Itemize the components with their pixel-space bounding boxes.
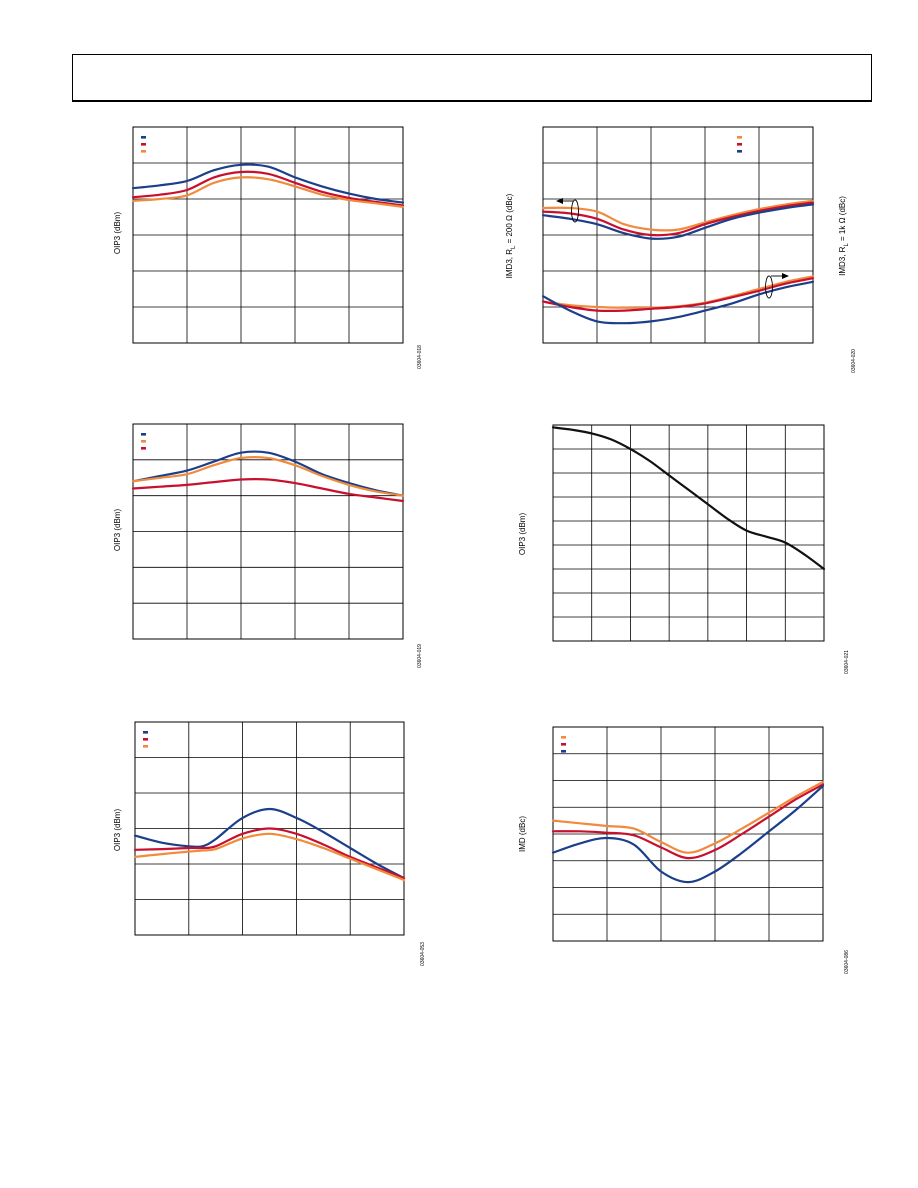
- legend-swatch-2: [737, 143, 742, 146]
- chart-oip3-middle-right: OIP3 (dBm) 03604-021: [518, 424, 850, 674]
- grid-lines: [552, 424, 825, 642]
- chart-imd3-top-right: IMD3, RL = 200 Ω (dBc) IMD3, RL = 1k Ω (…: [505, 126, 857, 373]
- series-line-1: [551, 426, 826, 571]
- legend-swatch-1: [737, 136, 742, 139]
- series-line-3: [131, 478, 405, 503]
- data-series-group: [551, 426, 826, 571]
- y-axis-label-left: IMD3, RL = 200 Ω (dBc): [505, 193, 517, 278]
- y-axis-label: OIP3 (dBm): [113, 212, 122, 255]
- y-axis-label: OIP3 (dBm): [113, 509, 122, 552]
- chart-oip3-middle-left: OIP3 (dBm) 03604-019: [113, 423, 423, 668]
- figure-code: 03604-021: [844, 650, 850, 674]
- series-line-1: [551, 780, 825, 854]
- legend-swatch-2: [141, 440, 146, 443]
- y-axis-label: IMD (dBc): [518, 816, 527, 852]
- figure-code: 03604-086: [844, 950, 850, 974]
- legend: [141, 136, 146, 153]
- series-line-3: [541, 203, 815, 240]
- legend-swatch-3: [561, 750, 566, 753]
- series-line-3: [551, 784, 825, 884]
- data-series-group: [133, 807, 406, 882]
- grid-lines: [542, 126, 814, 344]
- series-line-2: [133, 827, 406, 880]
- grid-lines: [552, 726, 824, 942]
- data-series-group: [551, 780, 825, 884]
- y-axis-label: OIP3 (dBm): [113, 809, 122, 852]
- grid-lines: [132, 423, 404, 640]
- figure-code: 03604-019: [417, 644, 423, 668]
- data-series-group: [541, 199, 815, 325]
- series-line-1: [133, 807, 406, 880]
- figure-code: 03604-053: [420, 942, 426, 966]
- legend-swatch-1: [143, 731, 148, 734]
- axis-arrow-right-annotation: [765, 273, 789, 299]
- series-line-3: [131, 176, 405, 208]
- series-line-3: [133, 832, 406, 882]
- y-axis-label-right: IMD3, RL = 1k Ω (dBc): [838, 196, 850, 276]
- legend-swatch-2: [143, 738, 148, 741]
- legend-swatch-3: [737, 150, 742, 153]
- legend-swatch-2: [141, 143, 146, 146]
- legend-swatch-2: [561, 743, 566, 746]
- legend: [561, 736, 566, 753]
- series-line-6: [541, 280, 815, 325]
- legend: [737, 136, 742, 153]
- series-line-2: [541, 201, 815, 237]
- legend: [141, 433, 146, 450]
- legend-swatch-1: [561, 736, 566, 739]
- legend-swatch-3: [143, 745, 148, 748]
- grid-lines: [134, 721, 405, 936]
- legend-swatch-3: [141, 447, 146, 450]
- series-line-2: [131, 170, 405, 207]
- legend-swatch-1: [141, 433, 146, 436]
- chart-oip3-top-left: OIP3 (dBm) 03604-018: [113, 126, 423, 369]
- series-line-5: [541, 277, 815, 313]
- grid-lines: [132, 126, 404, 344]
- series-line-1: [131, 163, 405, 204]
- data-series-group: [131, 163, 405, 208]
- y-axis-label: OIP3 (dBm): [518, 513, 527, 556]
- legend-swatch-3: [141, 150, 146, 153]
- series-line-2: [131, 456, 405, 497]
- plot-frame: [552, 424, 825, 642]
- chart-oip3-bottom-left: OIP3 (dBm) 03604-053: [113, 721, 426, 966]
- legend-swatch-1: [141, 136, 146, 139]
- axis-arrow-left-annotation: [556, 198, 579, 223]
- series-line-1: [541, 199, 815, 232]
- figure-code: 03604-018: [417, 345, 423, 369]
- legend: [143, 731, 148, 748]
- page-header-box: [72, 54, 872, 102]
- series-line-2: [551, 783, 825, 860]
- figure-code: 03604-020: [851, 349, 857, 373]
- series-line-1: [131, 450, 405, 497]
- chart-imd-bottom-right: IMD (dBc) 03604-086: [518, 726, 850, 974]
- data-series-group: [131, 450, 405, 503]
